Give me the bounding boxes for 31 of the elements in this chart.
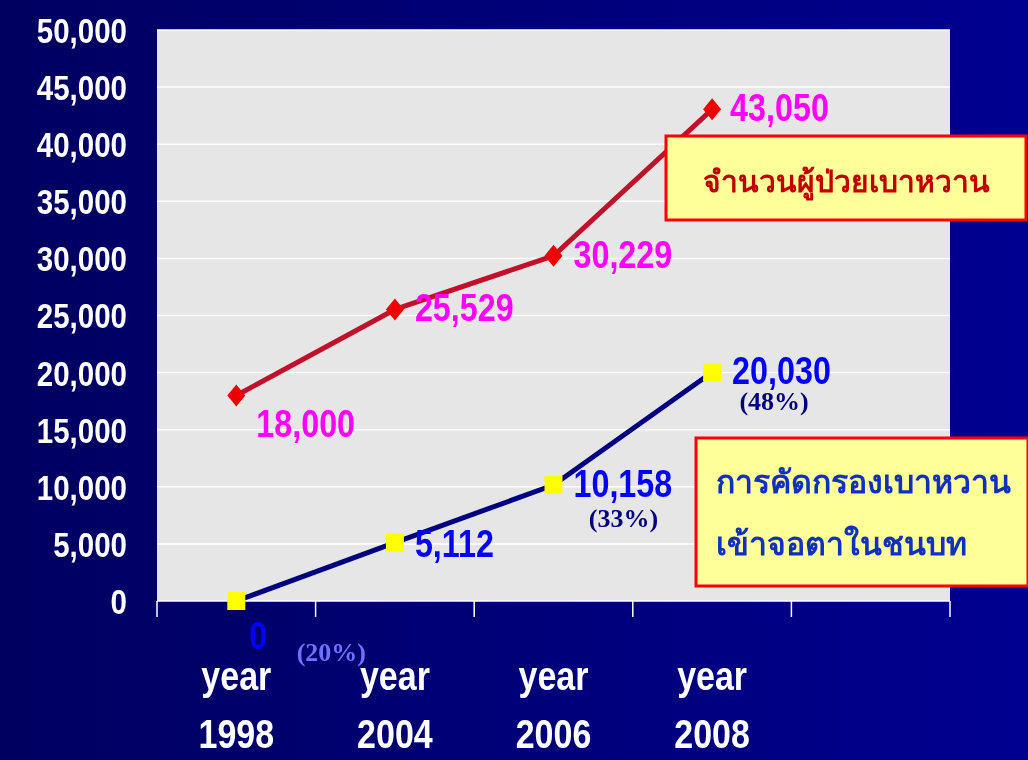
y-tick-label: 25,000	[36, 295, 127, 337]
y-tick-label: 10,000	[36, 466, 127, 508]
y-tick-label: 45,000	[36, 67, 127, 108]
x-tick-label: year 2006	[515, 653, 592, 757]
series-label: จำนวนผู้ป่วยเบาหวาน	[702, 164, 990, 201]
data-label: 10,158	[573, 462, 673, 505]
x-tick-label: year 2008	[674, 653, 750, 757]
point	[385, 533, 404, 552]
point	[385, 298, 404, 321]
point	[544, 244, 563, 267]
data-label: 43,050	[730, 86, 829, 129]
data-label: 20,030	[732, 349, 831, 392]
text: การคัดกรองเบาหวาน เข้าจอตาในชนบท	[716, 463, 1011, 563]
y-tick-label: 20,000	[36, 352, 127, 394]
annotation: (33%)	[588, 504, 659, 533]
data-label: 25,529	[414, 286, 514, 329]
y-tick-label: 35,000	[36, 181, 127, 222]
data-label: 18,000	[256, 402, 356, 445]
y-tick-label: 15,000	[36, 409, 127, 451]
y-tick-label: 30,000	[36, 238, 127, 280]
y-tick-label: 50,000	[36, 10, 127, 51]
data-label: 5,112	[414, 522, 494, 565]
point	[227, 592, 246, 610]
data-label: 30,229	[573, 233, 673, 276]
y-tick-label: 40,000	[36, 124, 127, 165]
point	[703, 98, 722, 121]
y-tick-label: 0	[110, 581, 127, 622]
point	[544, 476, 563, 494]
point	[703, 363, 722, 382]
point	[227, 384, 246, 407]
y-tick-label: 5,000	[53, 524, 127, 565]
